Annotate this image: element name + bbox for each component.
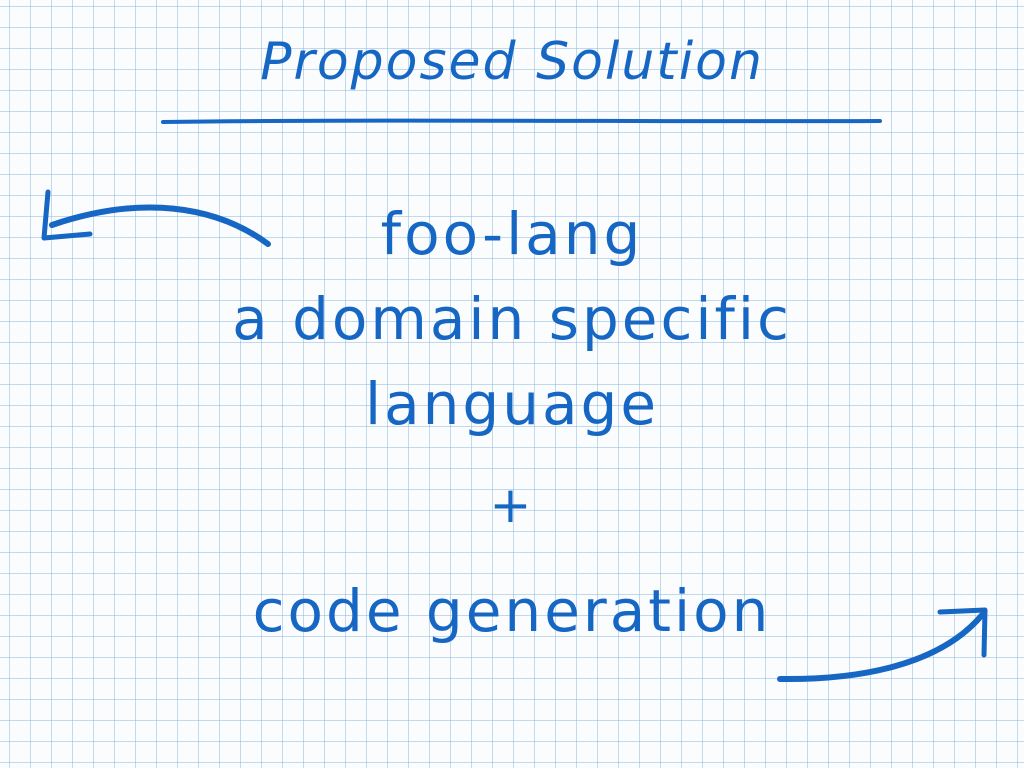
line-domain-specific: a domain specific <box>232 285 792 353</box>
slide-title: Proposed Solution <box>260 32 764 92</box>
plus-sign: + <box>489 476 535 534</box>
title-underline <box>161 118 882 124</box>
line-language: language <box>364 370 660 438</box>
line-foo-lang: foo-lang <box>380 200 644 268</box>
line-code-generation: code generation <box>252 577 772 645</box>
